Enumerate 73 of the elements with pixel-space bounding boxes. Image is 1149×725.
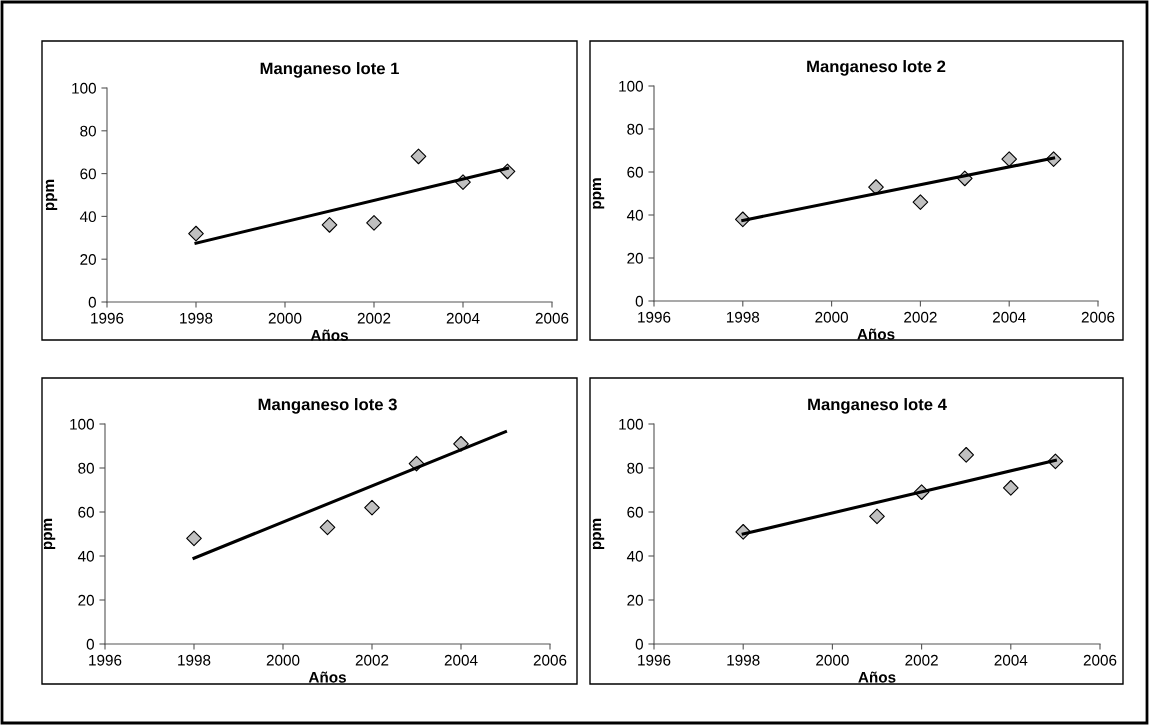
y-tick-label: 20 (627, 252, 643, 264)
chart-title: Manganeso lote 1 (260, 62, 399, 78)
chart-title: Manganeso lote 4 (808, 398, 947, 414)
x-tick-label: 2000 (816, 654, 849, 666)
x-tick-label: 1996 (638, 654, 671, 666)
y-tick-label: 100 (619, 80, 643, 92)
x-tick-label: 2006 (533, 654, 567, 666)
x-tick-label: 1998 (178, 654, 211, 666)
x-tick-label: 2006 (1081, 311, 1115, 323)
x-axis-title: Años (308, 671, 346, 683)
y-tick-label: 60 (627, 166, 643, 178)
y-tick-label: 40 (626, 550, 643, 562)
y-tick-label: 20 (80, 254, 96, 265)
point (1002, 479, 1019, 496)
x-tick-label: 2004 (992, 311, 1026, 323)
x-tick-label: 2004 (446, 312, 480, 324)
y-axis-title: ppm (43, 518, 56, 550)
x-tick-label: 1996 (89, 654, 122, 666)
y-tick-label: 0 (88, 296, 96, 308)
x-tick-label: 1998 (180, 312, 213, 324)
y-tick-label: 20 (627, 594, 643, 606)
y-tick-label: 80 (627, 462, 643, 474)
point (366, 214, 382, 231)
point (869, 508, 885, 525)
y-tick-label: 20 (78, 594, 94, 606)
x-tick-label: 1998 (727, 654, 760, 666)
y-axis-title: ppm (592, 178, 605, 209)
x-axis-title: Años (858, 671, 896, 683)
x-tick-label: 2004 (994, 654, 1028, 666)
point (868, 179, 884, 195)
chart-title: Manganeso lote 2 (807, 60, 946, 76)
x-axis-title: Años (310, 329, 348, 341)
y-tick-label: 40 (626, 209, 643, 221)
y-tick-label: 0 (635, 638, 643, 650)
y-axis-title: ppm (592, 518, 605, 550)
y-tick-label: 0 (635, 295, 643, 307)
point (958, 446, 975, 463)
point (410, 148, 427, 165)
chart-title: Manganeso lote 3 (258, 398, 397, 414)
y-tick-label: 0 (86, 638, 94, 650)
x-tick-label: 2000 (268, 312, 302, 324)
x-tick-label: 2006 (535, 312, 569, 324)
y-tick-label: 100 (70, 418, 94, 430)
x-tick-label: 2006 (1083, 654, 1117, 666)
x-tick-label: 1996 (638, 311, 671, 323)
y-tick-label: 40 (77, 550, 94, 562)
x-tick-label: 2002 (904, 311, 937, 323)
x-tick-label: 2004 (444, 654, 478, 666)
y-tick-label: 100 (72, 82, 96, 94)
x-axis-title: Años (857, 328, 895, 340)
x-tick-label: 2002 (905, 654, 938, 666)
x-tick-label: 1998 (726, 311, 760, 323)
y-tick-label: 80 (78, 462, 94, 474)
point (319, 519, 336, 536)
y-axis-title: ppm (45, 179, 58, 211)
point (1001, 151, 1018, 167)
point (186, 530, 202, 547)
point (188, 225, 204, 242)
y-tick-label: 100 (619, 418, 643, 430)
point (321, 217, 338, 233)
y-tick-label: 60 (627, 506, 643, 518)
point (364, 499, 380, 516)
y-tick-label: 40 (79, 211, 96, 223)
x-tick-label: 2000 (815, 311, 848, 323)
x-tick-label: 1996 (91, 312, 124, 324)
x-tick-label: 2002 (355, 654, 389, 666)
x-tick-label: 2002 (357, 312, 391, 324)
y-tick-label: 60 (78, 506, 94, 518)
y-tick-label: 80 (80, 125, 96, 137)
point (912, 194, 929, 210)
x-tick-label: 2000 (266, 654, 300, 666)
y-tick-label: 60 (80, 168, 96, 180)
y-tick-label: 80 (627, 123, 643, 135)
